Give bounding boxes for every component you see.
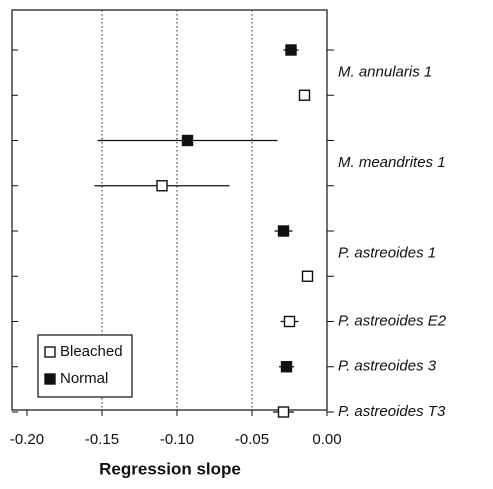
category-label: P. astreoides T3 xyxy=(338,403,446,420)
point xyxy=(277,406,290,418)
x-tick-label: -0.15 xyxy=(85,431,119,448)
point xyxy=(298,89,311,101)
legend-swatch xyxy=(44,373,56,385)
point xyxy=(280,361,293,373)
category-label: P. astreoides 1 xyxy=(338,245,436,262)
legend-box xyxy=(37,334,133,398)
legend-label: Bleached xyxy=(60,343,123,360)
x-tick-label: 0.00 xyxy=(312,431,341,448)
category-label: M. meandrites 1 xyxy=(338,154,446,171)
category-label: P. astreoides E2 xyxy=(338,312,447,329)
category-label: P. astreoides 3 xyxy=(338,358,437,375)
point xyxy=(285,44,297,56)
legend-swatch xyxy=(44,346,56,358)
point xyxy=(277,225,290,237)
point xyxy=(156,180,168,192)
x-tick-label: -0.10 xyxy=(160,431,194,448)
plot-frame xyxy=(11,9,328,411)
legend-label: Normal xyxy=(60,370,108,387)
category-label: M. annularis 1 xyxy=(338,64,432,81)
point xyxy=(181,134,194,147)
point xyxy=(283,315,296,328)
x-tick-label: -0.05 xyxy=(235,431,269,448)
x-axis-label: Regression slope xyxy=(99,459,241,478)
x-tick-label: -0.20 xyxy=(10,431,44,448)
point xyxy=(301,270,314,282)
